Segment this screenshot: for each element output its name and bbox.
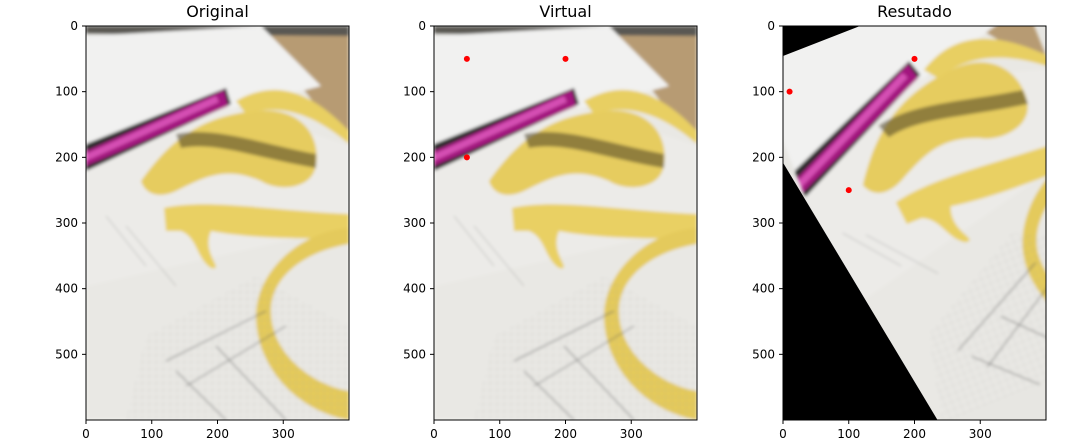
x-tick-label: 0 <box>779 427 787 441</box>
x-tick-label: 200 <box>903 427 926 441</box>
y-tick-label: 400 <box>55 282 78 296</box>
y-tick-label: 200 <box>55 150 78 164</box>
y-tick-label: 0 <box>70 19 78 33</box>
y-tick-label: 500 <box>752 347 775 361</box>
data-point <box>562 55 569 62</box>
panel-2: Virtual 0 100 200 300 0 100 200 300 400 500 <box>403 2 698 441</box>
y-tick-label: 100 <box>55 85 78 99</box>
x-tick-label: 0 <box>430 427 438 441</box>
x-tick-label: 300 <box>969 427 992 441</box>
y-tick-label: 500 <box>403 347 426 361</box>
panel-2-image <box>434 26 697 420</box>
x-tick-label: 100 <box>837 427 860 441</box>
panel-title: Virtual <box>539 2 591 21</box>
x-tick-label: 0 <box>82 427 90 441</box>
x-tick-label: 300 <box>272 427 295 441</box>
x-tick-label: 300 <box>620 427 643 441</box>
data-point <box>911 55 918 62</box>
x-tick-label: 100 <box>488 427 511 441</box>
panel-title: Original <box>186 2 249 21</box>
panel-title: Resutado <box>877 2 952 21</box>
y-tick-label: 500 <box>55 347 78 361</box>
y-tick-label: 0 <box>767 19 775 33</box>
y-tick-label: 300 <box>55 216 78 230</box>
panel-3-black-region <box>783 162 938 420</box>
y-tick-label: 100 <box>752 85 775 99</box>
y-tick-label: 0 <box>418 19 426 33</box>
y-tick-label: 100 <box>403 85 426 99</box>
panel-3: Resutado 0 100 200 300 0 100 200 300 400 500 <box>752 2 1047 441</box>
y-tick-label: 300 <box>752 216 775 230</box>
panel-1: Original 0 100 200 300 0 100 200 300 400 500 <box>55 2 350 441</box>
x-tick-label: 200 <box>206 427 229 441</box>
data-point <box>463 154 470 161</box>
data-point <box>463 55 470 62</box>
y-tick-label: 400 <box>752 282 775 296</box>
data-point <box>786 88 793 95</box>
panel-3-black-corner-top <box>783 26 860 56</box>
y-tick-label: 200 <box>752 150 775 164</box>
x-tick-label: 100 <box>140 427 163 441</box>
x-tick-label: 200 <box>554 427 577 441</box>
y-tick-label: 200 <box>403 150 426 164</box>
y-tick-label: 400 <box>403 282 426 296</box>
data-point <box>845 187 852 194</box>
y-tick-label: 300 <box>403 216 426 230</box>
panel-1-image <box>86 26 349 420</box>
